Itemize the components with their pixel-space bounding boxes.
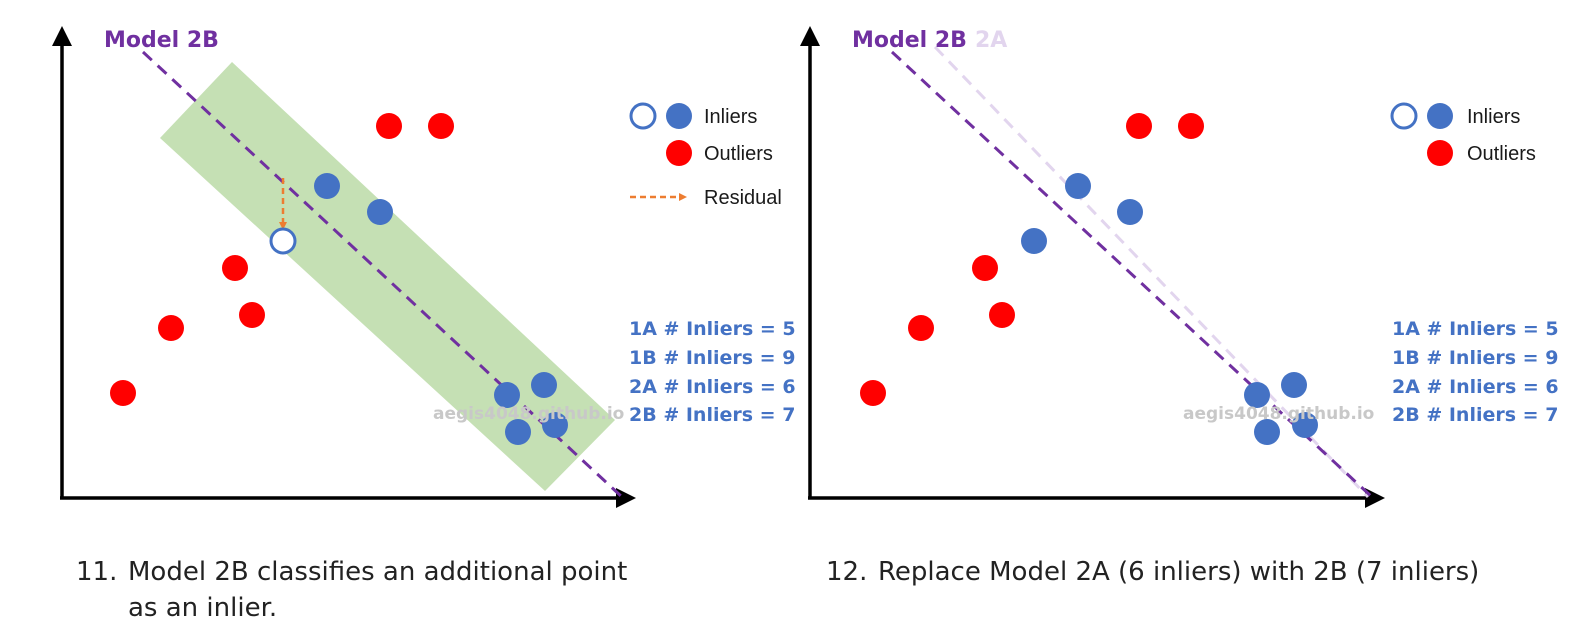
count-1a: 1A # Inliers = 5 <box>629 318 796 340</box>
x-axis-arrowhead <box>1365 488 1385 508</box>
outlier-points <box>110 113 454 406</box>
caption-number: 11. <box>76 557 118 587</box>
model-2b-line <box>890 50 1374 499</box>
panel-right: Model 2B 2A Inliers Outliers <box>800 26 1559 508</box>
count-2b: 2B # Inliers = 7 <box>629 404 795 426</box>
outlier-point <box>428 113 454 139</box>
count-1b: 1B # Inliers = 9 <box>629 347 795 369</box>
legend-outlier-marker <box>1427 140 1453 166</box>
y-axis-arrowhead <box>800 26 820 46</box>
caption-line: 11. Model 2B classifies an additional poi… <box>76 554 716 590</box>
caption-text-continued: as an inlier. <box>128 593 278 623</box>
outlier-point <box>376 113 402 139</box>
legend: Inliers Outliers Residual <box>629 102 782 209</box>
new-inlier-point <box>269 227 297 255</box>
caption-line: 12. Replace Model 2A (6 inliers) with 2B … <box>826 554 1546 590</box>
caption-step-12: 12. Replace Model 2A (6 inliers) with 2B … <box>826 554 1546 590</box>
inlier-point <box>1254 419 1280 445</box>
legend-residual-label: Residual <box>704 187 782 209</box>
legend-inliers-label: Inliers <box>704 106 757 128</box>
legend-inlier-marker <box>1427 103 1453 129</box>
watermark: aegis4048.github.io <box>433 404 624 424</box>
model-label-faded: 2A <box>975 28 1007 53</box>
inlier-point <box>1117 199 1143 225</box>
outlier-point <box>222 255 248 281</box>
model-label: Model 2B 2A <box>852 28 1007 53</box>
inlier-point <box>1292 412 1318 438</box>
count-2a: 2A # Inliers = 6 <box>1392 376 1559 398</box>
count-2a: 2A # Inliers = 6 <box>629 376 796 398</box>
inlier-point <box>531 372 557 398</box>
count-1b: 1B # Inliers = 9 <box>1392 347 1558 369</box>
inlier-counts: 1A # Inliers = 5 1B # Inliers = 9 2A # I… <box>629 318 796 426</box>
model-2b-line <box>141 50 624 499</box>
caption-step-11: 11. Model 2B classifies an additional poi… <box>76 554 716 626</box>
legend-outliers-label: Outliers <box>704 143 773 165</box>
inlier-points <box>269 173 568 445</box>
y-axis-arrowhead <box>52 26 72 46</box>
inlier-point <box>367 199 393 225</box>
inlier-point <box>1244 382 1270 408</box>
inlier-point <box>1281 372 1307 398</box>
model-label-active: Model 2B <box>852 28 967 53</box>
legend-hollow-inlier-marker <box>629 102 657 130</box>
count-2b: 2B # Inliers = 7 <box>1392 404 1558 426</box>
outlier-point <box>908 315 934 341</box>
outlier-point <box>239 302 265 328</box>
x-axis-arrowhead <box>616 488 636 508</box>
inlier-point <box>314 173 340 199</box>
inlier-point <box>505 419 531 445</box>
outlier-point <box>860 380 886 406</box>
outlier-point <box>1126 113 1152 139</box>
axes <box>800 26 1385 508</box>
count-1a: 1A # Inliers = 5 <box>1392 318 1559 340</box>
outlier-point <box>158 315 184 341</box>
panel-left: Model 2B Inliers Outli <box>52 26 796 508</box>
caption-text: Replace Model 2A (6 inliers) with 2B (7 … <box>878 557 1480 587</box>
outlier-point <box>972 255 998 281</box>
legend-inlier-marker <box>666 103 692 129</box>
inlier-point <box>1065 173 1091 199</box>
outlier-points <box>860 113 1204 406</box>
legend-inliers-label: Inliers <box>1467 106 1520 128</box>
watermark: aegis4048.github.io <box>1183 404 1374 424</box>
outlier-point <box>1178 113 1204 139</box>
outlier-point <box>110 380 136 406</box>
legend-hollow-inlier-marker <box>1390 102 1418 130</box>
inlier-points <box>1021 173 1318 445</box>
legend: Inliers Outliers <box>1390 102 1536 166</box>
inlier-point <box>1021 228 1047 254</box>
inlier-point <box>494 382 520 408</box>
caption-text: Model 2B classifies an additional point <box>128 557 628 587</box>
axes <box>52 26 636 508</box>
inlier-counts: 1A # Inliers = 5 1B # Inliers = 9 2A # I… <box>1392 318 1559 426</box>
outlier-point <box>989 302 1015 328</box>
inlier-point <box>542 412 568 438</box>
legend-outlier-marker <box>666 140 692 166</box>
caption-number: 12. <box>826 557 868 587</box>
model-label: Model 2B <box>104 28 219 53</box>
legend-outliers-label: Outliers <box>1467 143 1536 165</box>
